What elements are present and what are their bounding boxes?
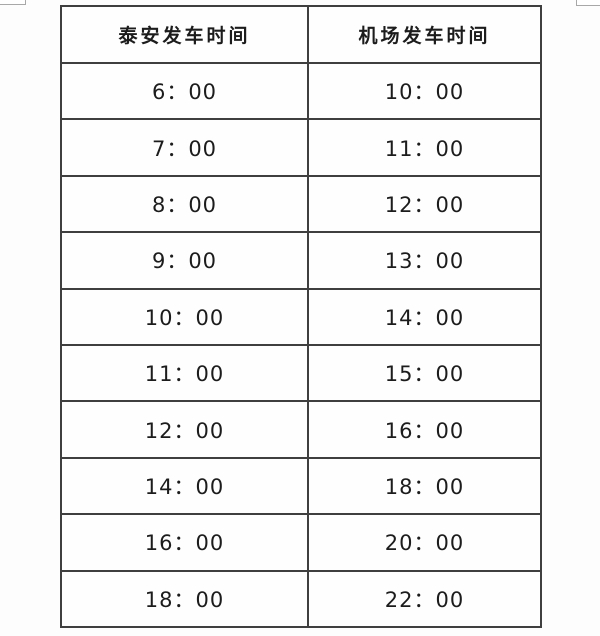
time-cell: 20：00 <box>307 513 542 572</box>
time-cell: 18：00 <box>60 569 309 629</box>
table-row: 11：00 15：00 <box>60 343 542 403</box>
top-left-page-corner <box>0 0 26 5</box>
time-cell: 12：00 <box>307 174 542 234</box>
top-right-page-corner <box>576 0 600 6</box>
time-cell: 11：00 <box>60 343 309 403</box>
time-cell: 15：00 <box>307 343 542 403</box>
time-cell: 14：00 <box>307 287 542 346</box>
header-cell-airport-departure: 机场发车时间 <box>307 5 542 64</box>
table-row: 12：00 16：00 <box>60 400 542 459</box>
table-row: 8：00 12：00 <box>60 174 542 234</box>
time-cell: 13：00 <box>307 231 542 290</box>
table-row: 6：00 10：00 <box>60 61 542 121</box>
schedule-table-body: 6：00 10：00 7：00 11：00 8：00 12：00 9：00 13：00 10：0… <box>60 61 542 629</box>
time-cell: 18：00 <box>307 456 542 516</box>
time-cell: 12：00 <box>60 400 309 459</box>
table-row: 14：00 18：00 <box>60 456 542 516</box>
header-cell-taian-departure: 泰安发车时间 <box>60 5 309 64</box>
time-cell: 10：00 <box>307 61 542 121</box>
header-row: 泰安发车时间 机场发车时间 <box>60 5 542 64</box>
table-row: 18：00 22：00 <box>60 569 542 629</box>
table-row: 7：00 11：00 <box>60 118 542 177</box>
time-cell: 11：00 <box>307 118 542 177</box>
schedule-table: 泰安发车时间 机场发车时间 6：00 10：00 7：00 11：00 8：00 12：0… <box>60 5 542 629</box>
time-cell: 14：00 <box>60 456 309 516</box>
time-cell: 8：00 <box>60 174 309 234</box>
time-cell: 16：00 <box>307 400 542 459</box>
time-cell: 10：00 <box>60 287 309 346</box>
time-cell: 16：00 <box>60 513 309 572</box>
table-row: 9：00 13：00 <box>60 231 542 290</box>
time-cell: 9：00 <box>60 231 309 290</box>
table-row: 16：00 20：00 <box>60 513 542 572</box>
time-cell: 7：00 <box>60 118 309 177</box>
time-cell: 22：00 <box>307 569 542 629</box>
table-row: 10：00 14：00 <box>60 287 542 346</box>
time-cell: 6：00 <box>60 61 309 121</box>
